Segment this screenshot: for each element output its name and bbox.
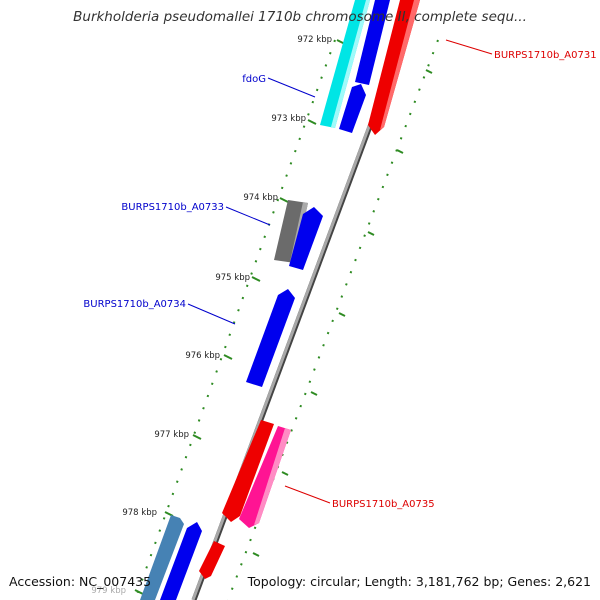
tick-mark: [223, 354, 233, 360]
gene-label-burps1710b-a0735[interactable]: BURPS1710b_A0735: [332, 499, 435, 510]
tick-mark: [251, 276, 261, 282]
minor-mark: [396, 149, 404, 154]
gene-feature-reverse[interactable]: [222, 420, 274, 522]
map-title: Burkholderia pseudomallei 1710b chromoso…: [73, 9, 527, 25]
gene-feature-reverse-highlight: [380, 0, 420, 130]
gene-label-burps1710b-a0733[interactable]: BURPS1710b_A0733: [121, 202, 224, 213]
guide-ring-inner: [134, 39, 336, 600]
minor-mark: [252, 552, 260, 557]
topology-text: Topology: circular; Length: 3,181,762 bp…: [247, 574, 591, 589]
minor-mark: [281, 471, 289, 476]
gene-label-fdog[interactable]: fdoG: [242, 74, 266, 85]
tick-label: 972 kbp: [297, 35, 332, 45]
minor-mark: [338, 312, 346, 317]
tick-mark: [307, 119, 317, 125]
gene-feature-forward[interactable]: [355, 0, 390, 85]
tick-label: 979 kbp: [91, 586, 126, 596]
callout-line-a0735: [284, 485, 331, 504]
gene-feature-forward[interactable]: [289, 207, 323, 270]
tick-label: 978 kbp: [122, 508, 157, 518]
minor-mark: [310, 391, 318, 396]
minor-mark: [367, 231, 375, 236]
minor-mark: [425, 69, 433, 74]
tick-mark: [134, 589, 144, 595]
gene-label-burps1710b-a0734[interactable]: BURPS1710b_A0734: [83, 299, 186, 310]
gene-feature-cyan-highlight: [331, 0, 370, 128]
tick-mark: [279, 197, 289, 203]
tick-label: 973 kbp: [271, 114, 306, 124]
callout-line-fdog: [267, 77, 316, 98]
tick-label: 974 kbp: [243, 193, 278, 203]
gene-feature-reverse[interactable]: [199, 541, 225, 579]
gene-feature-gray[interactable]: [274, 200, 308, 263]
gene-feature-pink-highlight: [254, 428, 291, 525]
tick-label: 976 kbp: [185, 351, 220, 361]
tick-mark: [192, 434, 202, 440]
gene-feature-forward[interactable]: [160, 522, 202, 600]
accession-text: Accession: NC_007435: [9, 574, 152, 589]
gene-feature-steel[interactable]: [140, 515, 184, 600]
tick-label: 977 kbp: [154, 430, 189, 440]
callout-line-a0731: [445, 39, 493, 55]
tick-label: 975 kbp: [215, 273, 250, 283]
gene-feature-forward[interactable]: [339, 84, 366, 133]
guide-ring-outer: [227, 39, 439, 600]
callout-line-a0733: [225, 206, 271, 226]
callout-line-a0734: [187, 303, 236, 325]
gene-label-burps1710b-a0731[interactable]: BURPS1710b_A0731: [494, 50, 597, 61]
gene-feature-forward[interactable]: [246, 289, 295, 387]
